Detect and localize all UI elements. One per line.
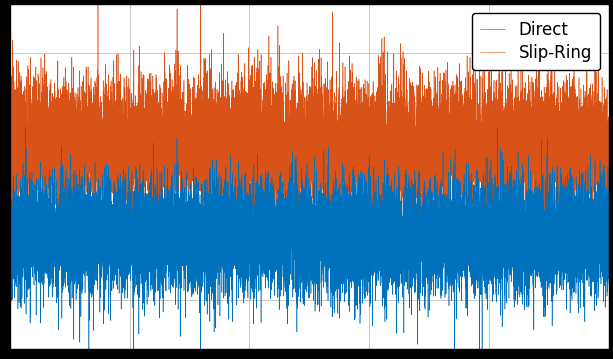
Slip-Ring — [597, 228, 604, 232]
Direct — [605, 282, 612, 286]
Slip-Ring — [543, 182, 550, 186]
Slip-Ring — [6, 101, 13, 105]
Direct — [597, 216, 604, 221]
Slip-Ring — [605, 144, 612, 148]
Slip-Ring — [522, 256, 530, 260]
Direct — [6, 239, 13, 244]
Direct — [543, 252, 550, 256]
Direct — [275, 265, 283, 269]
Line: Slip-Ring: Slip-Ring — [10, 0, 609, 258]
Slip-Ring — [527, 107, 534, 111]
Legend: Direct, Slip-Ring: Direct, Slip-Ring — [472, 13, 601, 70]
Direct — [389, 266, 396, 270]
Direct — [527, 215, 534, 219]
Direct — [604, 260, 611, 264]
Line: Direct: Direct — [10, 127, 609, 359]
Slip-Ring — [389, 129, 396, 133]
Slip-Ring — [275, 106, 283, 110]
Direct — [21, 125, 29, 130]
Slip-Ring — [604, 143, 611, 148]
